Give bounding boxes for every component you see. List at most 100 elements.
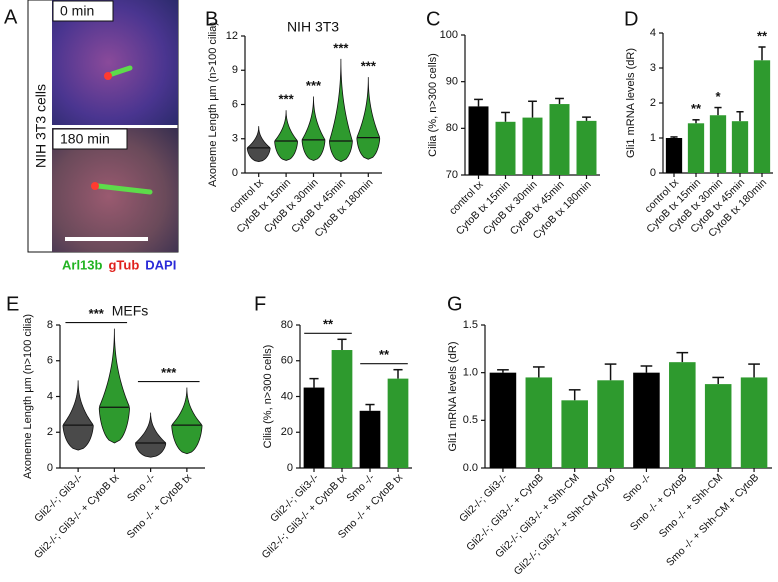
- cilium: [95, 183, 153, 195]
- bar: [704, 384, 732, 468]
- y-tick-label: 0.0: [463, 462, 478, 474]
- time-caption: 0 min: [60, 3, 94, 19]
- y-tick-label: 100: [440, 29, 458, 41]
- legend-entry: gTub: [108, 257, 139, 272]
- y-tick-label: 0: [232, 167, 238, 179]
- violin: [98, 328, 130, 444]
- y-tick-label: 90: [446, 76, 458, 88]
- bar: [331, 350, 353, 468]
- y-tick-label: 80: [281, 319, 293, 331]
- bar: [597, 380, 624, 468]
- violin: [274, 110, 298, 161]
- panel-letter: B: [205, 8, 218, 30]
- y-tick-label: 4: [650, 27, 656, 39]
- y-axis-label: Axoneme Length µm (n>100 cilia): [22, 314, 34, 479]
- y-axis-label: Gli1 mRNA levels (dR): [625, 48, 637, 158]
- significance: *: [715, 89, 721, 104]
- time-caption: 180 min: [60, 131, 110, 147]
- side-label: NIH 3T3 cells: [33, 84, 49, 168]
- bar: [576, 120, 597, 175]
- y-tick-label: 80: [446, 122, 458, 134]
- image-panel: A NIH 3T3 cells 0 min 180 min Arl13b gTub…: [4, 0, 179, 272]
- cilium: [109, 65, 133, 77]
- violin: [62, 380, 94, 451]
- caption-box: [52, 0, 114, 22]
- x-tick-label: Smo -/- + Shh-CM: [657, 472, 726, 541]
- significance: ***: [306, 78, 322, 93]
- violin: [171, 387, 203, 455]
- bar: [709, 115, 727, 173]
- significance: ***: [89, 306, 105, 321]
- y-tick-label: 4: [47, 390, 53, 402]
- basal-body: [91, 182, 99, 190]
- significance: ***: [161, 365, 177, 380]
- violin: [356, 77, 381, 160]
- y-axis-label: Axoneme Length µm (n>100 cilia): [207, 22, 219, 187]
- y-tick-label: 1.5: [463, 319, 478, 331]
- bar: [468, 106, 489, 175]
- significance: **: [323, 317, 334, 332]
- y-tick-label: 0: [650, 167, 656, 179]
- panel-letter: A: [4, 6, 18, 28]
- y-tick-label: 2: [47, 426, 53, 438]
- y-tick-label: 0: [47, 462, 53, 474]
- significance: ***: [333, 40, 349, 55]
- bar: [665, 138, 683, 173]
- bar: [495, 121, 516, 175]
- y-tick-label: 1.0: [463, 367, 478, 379]
- bar: [359, 410, 381, 468]
- violin: [246, 126, 271, 162]
- bar: [669, 362, 696, 468]
- violin: [135, 412, 167, 458]
- significance: ***: [361, 59, 377, 74]
- legend-entry: Arl13b: [62, 257, 103, 272]
- violin: [301, 96, 326, 161]
- violin: [328, 58, 353, 163]
- y-tick-label: 3: [232, 133, 238, 145]
- panel-letter: F: [254, 293, 266, 315]
- y-axis-label: Cilia (%, n>300 cells): [262, 345, 274, 449]
- bar: [522, 117, 543, 175]
- significance: **: [691, 101, 702, 116]
- y-axis-label: Gli1 mRNA levels (dR): [447, 341, 459, 451]
- bar: [561, 400, 588, 468]
- y-tick-label: 6: [232, 98, 238, 110]
- y-tick-label: 8: [47, 319, 53, 331]
- y-tick-label: 0: [287, 462, 293, 474]
- y-tick-label: 70: [446, 169, 458, 181]
- y-tick-label: 2: [650, 97, 656, 109]
- chart-title: MEFs: [112, 303, 149, 319]
- y-tick-label: 20: [281, 426, 293, 438]
- bar: [303, 387, 325, 468]
- bar: [633, 372, 660, 468]
- y-tick-label: 0.5: [463, 414, 478, 426]
- y-tick-label: 60: [281, 355, 293, 367]
- panel-letter: E: [6, 293, 19, 315]
- bar: [731, 121, 749, 173]
- x-tick-label: Smo -/-: [621, 471, 654, 504]
- panel-letter: C: [426, 8, 440, 30]
- significance: ***: [279, 92, 295, 107]
- legend: Arl13b gTub DAPI: [62, 257, 176, 272]
- bar: [549, 104, 570, 175]
- y-tick-label: 1: [650, 132, 656, 144]
- bar: [753, 60, 771, 173]
- bar: [687, 123, 705, 173]
- bar: [387, 378, 409, 468]
- y-tick-label: 40: [281, 390, 293, 402]
- significance: **: [757, 28, 768, 43]
- bar: [525, 377, 553, 468]
- y-axis-label: Cilia (%, n>300 cells): [427, 53, 439, 157]
- bar: [740, 377, 768, 468]
- legend-entry: DAPI: [145, 257, 176, 272]
- y-tick-label: 12: [226, 30, 238, 42]
- y-tick-label: 6: [47, 355, 53, 367]
- significance: **: [379, 347, 390, 362]
- y-tick-label: 3: [650, 62, 656, 74]
- panel-letter: D: [624, 8, 638, 30]
- y-tick-label: 9: [232, 64, 238, 76]
- x-tick-label: Smo -/-: [125, 471, 158, 504]
- bar: [489, 372, 517, 468]
- chart-title: NIH 3T3: [287, 19, 339, 35]
